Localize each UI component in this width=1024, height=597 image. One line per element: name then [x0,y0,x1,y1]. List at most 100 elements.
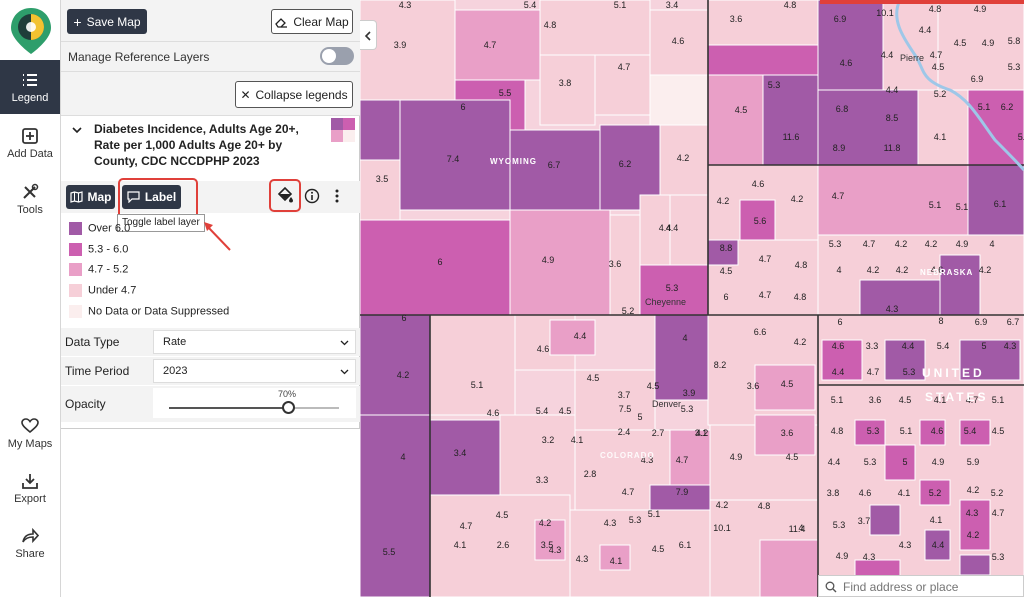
county-value-label: 4.9 [982,38,995,48]
county-value-label: 4.6 [832,341,845,351]
county-value-label: 4 [798,523,803,533]
rail-export[interactable]: Export [0,461,60,515]
manage-reference-layers-toggle[interactable] [320,47,354,65]
county-value-label: 6 [723,292,728,302]
county-value-label: 5.2 [1018,132,1024,142]
county-value-label: 4.9 [730,452,743,462]
county-value-label: 4 [836,265,841,275]
county-value-label: 2.8 [584,469,597,479]
county-value-label: 7.9 [676,487,689,497]
county-value-label: 4.3 [966,508,979,518]
county-value-label: 4.4 [902,341,915,351]
county-value-label: 5.6 [754,216,767,226]
legend-item: No Data or Data Suppressed [69,305,229,319]
county-value-label: 4.8 [794,292,807,302]
chevron-down-icon [340,369,349,375]
county-value-label: 3.4 [454,448,467,458]
address-search-input[interactable] [843,579,1013,595]
county-value-label: 11.4 [789,524,806,534]
save-map-label: Save Map [86,14,141,29]
rail-tools-label: Tools [17,203,43,216]
search-icon [825,581,837,593]
county-value-label: 2.7 [652,428,665,438]
list-icon [23,73,37,86]
county-value-label: 5.4 [937,341,950,351]
county-value-label: 5.1 [614,0,627,10]
country-label-states: STATES [925,390,989,404]
county-value-label: 3.2 [542,435,555,445]
county-value-label: 5.1 [992,395,1005,405]
rail-share[interactable]: Share [0,516,60,570]
county-value-label: 4.4 [919,25,932,35]
choropleth-map[interactable]: 4.3 5.4 5.1 3.4 4.8 3.6 6.9 10.1 4.8 4.9 4.4 4.5 4.9… [360,0,1024,597]
county-value-label: 4.2 [925,239,938,249]
label-button[interactable]: Label [122,185,181,209]
eraser-icon [275,17,288,28]
county-value-label: 5.8 [1008,36,1021,46]
county-value-label: 4.2 [696,428,709,438]
map-button[interactable]: Map [66,185,115,209]
county-value-label: 4.9 [956,239,969,249]
county-value-label: 6.9 [975,317,988,327]
clear-map-button[interactable]: Clear Map [271,9,353,34]
county-value-label: 4 [989,239,994,249]
county-value-label: 4.2 [867,265,880,275]
county-value-label: 4.7 [832,191,845,201]
county-value-label: 11.8 [884,143,901,153]
more-options-icon[interactable] [333,188,341,204]
county-value-label: 4.5 [735,105,748,115]
county-value-label: 4.2 [677,153,690,163]
county-value-label: 4.8 [784,0,797,10]
paint-bucket-icon[interactable] [276,186,294,204]
chevron-left-icon [364,31,371,41]
rail-legend-label: Legend [11,91,49,104]
county-value-label: 5.1 [471,380,484,390]
county-value-label: 4.8 [795,260,808,270]
opacity-slider-handle[interactable] [282,401,295,414]
app-logo[interactable] [9,6,53,56]
rail-my-maps[interactable]: My Maps [0,406,60,460]
collapse-panel-handle[interactable] [360,20,377,50]
county-value-label: 5.2 [929,488,942,498]
county-value-label: 4.6 [859,488,872,498]
rail-my-maps-label: My Maps [7,437,53,450]
county-value-label: 5.3 [992,552,1005,562]
county-value-label: 4.4 [881,50,894,60]
county-value-label: 5.3 [1008,62,1021,72]
county-value-label: 4.6 [840,58,853,68]
info-icon[interactable] [304,188,320,204]
county-value-label: 4.7 [992,508,1005,518]
mini-legend-swatch [331,118,355,142]
data-type-select[interactable]: Rate [153,330,356,354]
plus-icon: + [73,13,82,30]
state-label-wyoming: WYOMING [490,157,537,166]
city-label-pierre: Pierre [900,53,925,63]
county-value-label: 5.1 [831,395,844,405]
county-value-label: 3.8 [559,78,572,88]
county-value-label: 2.6 [497,540,510,550]
county-value-label: 4.7 [618,62,631,72]
toggle-label-tooltip: Toggle label layer [117,214,205,232]
county-value-label: 3.3 [536,475,549,485]
rail-tools[interactable]: Tools [0,172,60,226]
county-value-label: 5 [902,457,907,467]
county-value-label: 3.6 [869,395,882,405]
state-label-nebraska: NEBRASKA [920,268,974,277]
rail-legend[interactable]: Legend [0,60,60,114]
county-value-label: 4.7 [863,239,876,249]
county-value-label: 4.6 [537,344,550,354]
county-value-label: 4.2 [794,337,807,347]
county-value-label: 4.2 [717,196,730,206]
chevron-down-icon[interactable] [71,124,83,136]
county-value-label: 8 [938,316,943,326]
county-value-label: 4.5 [992,426,1005,436]
county-value-label: 4.8 [758,501,771,511]
county-value-label: 4.8 [544,20,557,30]
rail-add-data[interactable]: Add Data [0,116,60,170]
collapse-legends-button[interactable]: ✕ Collapse legends [235,81,353,108]
county-value-label: 3.5 [541,540,554,550]
county-value-label: 4 [400,452,405,462]
save-map-button[interactable]: + Save Map [67,9,147,34]
time-period-select[interactable]: 2023 [153,359,356,383]
county-value-label: 6 [437,257,442,267]
